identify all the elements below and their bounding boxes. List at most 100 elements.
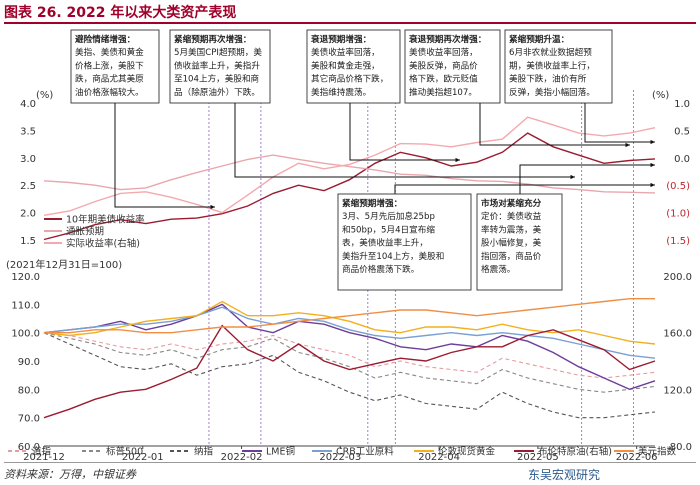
bottom-right-tick: 160.0: [663, 329, 692, 340]
top-left-unit: (%): [36, 90, 53, 101]
arrow-a5: [584, 103, 655, 143]
top-right-tick: (1.5): [666, 236, 690, 247]
annotation-text: 3月、5月先后加息25bp: [342, 210, 435, 222]
bottom-base-label: (2021年12月31日=100): [6, 258, 122, 271]
annotation-box: [169, 29, 271, 104]
annotation-text: 衰退预期再次增强：: [408, 33, 486, 45]
series-line: [43, 303, 656, 391]
bottom-x-tick: 2022-03: [319, 452, 361, 463]
annotation-text: 紧缩预期升温：: [509, 33, 569, 45]
bottom-legend-label: 道指: [32, 446, 52, 458]
bottom-x-tick: 2022-02: [221, 452, 263, 463]
annotation-text: 美股和黄金走强，: [311, 59, 380, 71]
series-line: [43, 332, 656, 393]
bottom-legend-label: 纳指: [194, 446, 214, 458]
bottom-right-tick: 200.0: [663, 272, 692, 283]
series-line: [43, 306, 656, 359]
top-legend-label: 通胀预期: [66, 227, 104, 238]
top-legend-label: 实际收益率(右轴): [66, 238, 140, 250]
top-left-tick: 1.5: [20, 236, 36, 247]
series-line: [44, 298, 655, 334]
arrow-a7-head: [650, 162, 655, 168]
annotation-box: [404, 29, 501, 104]
annotation-text: 商品价格震荡下跌。: [342, 263, 419, 275]
bottom-legend-label: 伦敦现货黄金: [438, 446, 496, 458]
annotation-text: 美债收益率回落，: [409, 46, 478, 58]
annotation-text: 指回落，商品价: [481, 250, 542, 262]
annotation-text: 美指、美债和黄金: [75, 46, 144, 58]
footer-rule: [4, 462, 696, 463]
annotation-text: 价格上涨，美股下: [75, 59, 144, 71]
arrow-a4-head: [625, 142, 630, 148]
top-right-tick: 0.0: [674, 154, 690, 165]
annotation-box: [306, 29, 401, 104]
arrow-a6-head: [650, 182, 655, 188]
series-line: [43, 154, 656, 194]
bottom-x-tick: 2022-05: [517, 452, 559, 463]
series-line: [43, 332, 656, 379]
series-line: [43, 132, 656, 241]
annotation-text: 美股下跌，油价有所: [509, 73, 587, 85]
top-right-unit: (%): [652, 90, 669, 101]
annotation-text: 表，美债收益率上升，: [342, 237, 428, 249]
series-line: [43, 324, 656, 419]
annotation-text: 其它商品价格下跌，: [311, 73, 388, 85]
bottom-legend-label: CRB工业原料: [336, 446, 394, 458]
source-note: 资料来源：万得，中银证券: [4, 468, 136, 481]
annotation-text: 至104上方，美股和商: [174, 73, 260, 85]
figure-title: 图表 26. 2022 年以来大类资产表现: [4, 5, 237, 21]
top-left-tick: 4.0: [20, 99, 36, 110]
top-left-tick: 3.5: [20, 126, 36, 137]
arrow-a5-head: [650, 139, 655, 145]
annotation-text: 跌，商品尤其美原: [75, 73, 144, 85]
bottom-legend-label: LME铜: [266, 446, 295, 458]
series-line: [43, 116, 656, 216]
bottom-x-tick: 2022-01: [122, 452, 164, 463]
annotation-box: [337, 193, 472, 291]
annotation-text: 格震荡。: [481, 263, 515, 275]
bottom-x-tick: 2022-06: [616, 452, 658, 463]
annotation-box: [70, 29, 160, 104]
top-left-tick: 2.0: [20, 209, 36, 220]
top-left-tick: 3.0: [20, 154, 36, 165]
annotation-text: 紧缩预期再次增强：: [174, 33, 251, 45]
bottom-left-tick: 60.0: [18, 442, 40, 453]
top-right-tick: (0.5): [666, 181, 690, 192]
annotation-text: 避险情绪增强：: [75, 33, 135, 45]
annotation-text: 债收益率上升，美指升: [174, 59, 260, 71]
arrow-a4: [479, 103, 630, 146]
bottom-x-tick: 2022-04: [418, 452, 460, 463]
bottom-right-tick: 120.0: [663, 385, 692, 396]
arrow-a1: [114, 103, 215, 208]
watermark: 东吴宏观研究: [528, 468, 601, 482]
annotation-text: 美股反弹，商品价: [409, 59, 478, 71]
annotation-text: 期，美债收益率上行，: [509, 59, 595, 71]
bottom-left-tick: 120.0: [11, 272, 40, 283]
bottom-x-tick: 2021-12: [23, 452, 65, 463]
annotation-text: 美债收益率回落，: [311, 46, 380, 58]
top-legend-label: 10年期美债收益率: [66, 214, 145, 226]
annotation-text: 油价格涨幅较大。: [75, 86, 144, 98]
arrow-a2-head: [570, 174, 575, 180]
bottom-legend-label: 布伦特原油(右轴): [538, 446, 612, 458]
series-line: [43, 300, 656, 345]
annotation-text: 格下跌，欧元贬值: [409, 73, 478, 85]
annotation-text: 美指升至104上方，美股和: [342, 250, 444, 262]
bottom-right-tick: 80.0: [670, 442, 692, 453]
bottom-left-tick: 110.0: [11, 300, 40, 311]
series-line: [43, 332, 656, 419]
top-right-tick: (1.0): [666, 209, 690, 220]
arrow-a7: [519, 164, 655, 194]
bottom-left-tick: 90.0: [18, 357, 40, 368]
bottom-legend-label: 标普500: [106, 446, 143, 458]
annotation-text: 6月非农就业数据超预: [509, 46, 592, 58]
annotation-text: 5月美国CPI超预期，美: [174, 46, 262, 58]
annotation-text: 美指维持震荡。: [311, 86, 371, 98]
top-left-tick: 2.5: [20, 181, 36, 192]
title-rule: [4, 22, 696, 24]
annotation-text: 定价：美债收益: [481, 210, 542, 222]
annotation-text: 衰退预期增强：: [310, 33, 371, 45]
annotation-text: 推动美指超107。: [409, 86, 477, 98]
annotation-text: 紧缩预期增强：: [342, 197, 402, 209]
